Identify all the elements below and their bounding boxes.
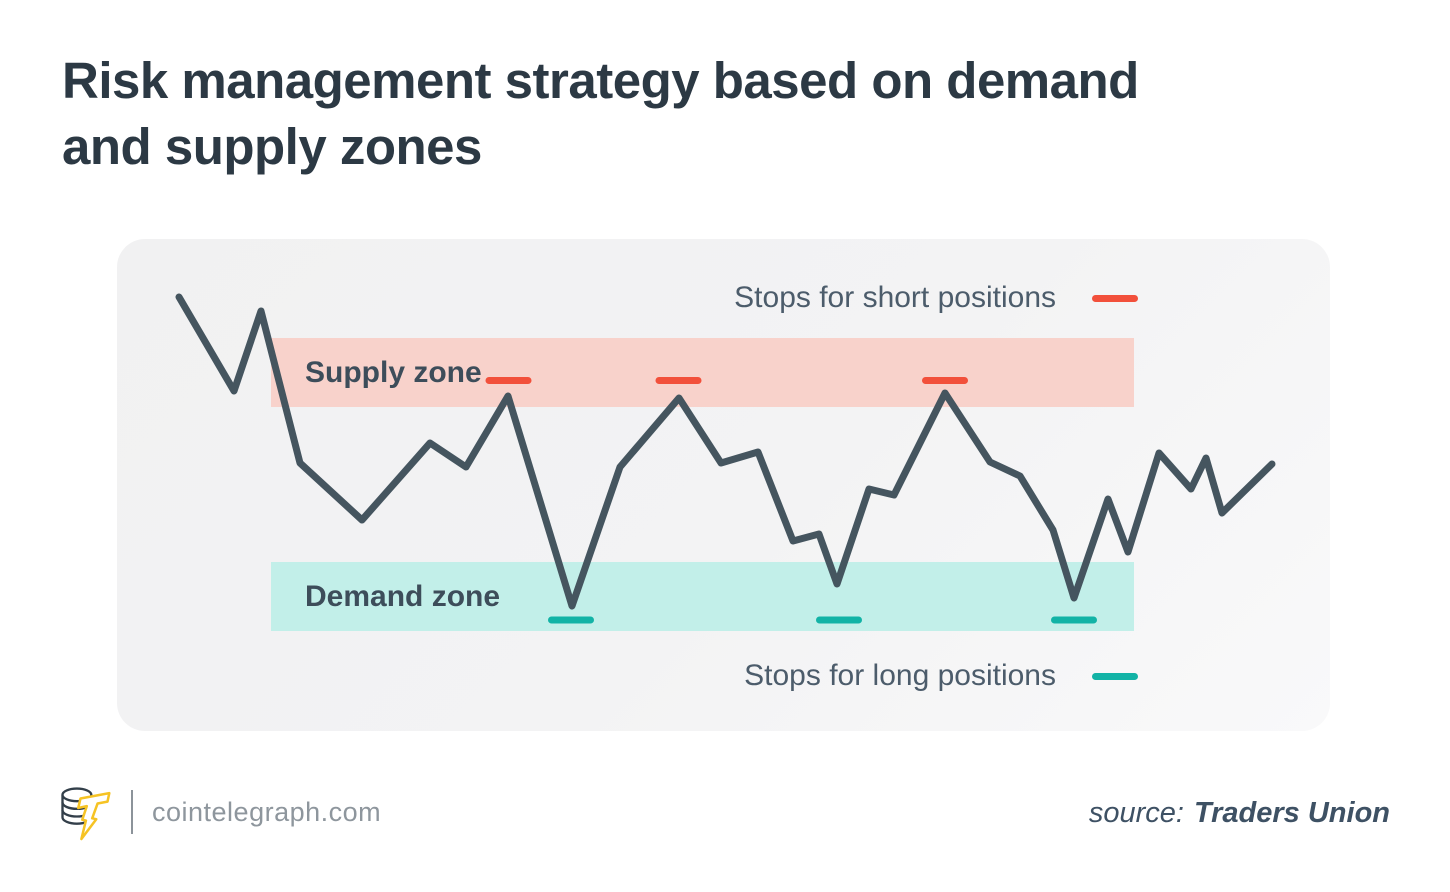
short-stop-dash	[485, 377, 532, 384]
price-chart-svg	[175, 293, 1276, 631]
supply-zone-band	[271, 338, 1134, 407]
page-title: Risk management strategy based on demand…	[62, 48, 1139, 180]
short-stop-dash	[922, 377, 968, 384]
long-stop-dash	[548, 616, 594, 624]
price-line	[175, 293, 1276, 610]
short-stop-dash-legend-icon	[1092, 294, 1138, 302]
legend-short-stops-label: Stops for short positions	[734, 281, 1056, 314]
supply-zone-label: Supply zone	[305, 356, 482, 389]
source-credit: source: Traders Union	[1089, 797, 1390, 830]
footer-branding: cointelegraph.com	[58, 782, 381, 842]
coin-stack-lightning-icon	[61, 787, 111, 841]
site-url: cointelegraph.com	[152, 796, 382, 827]
page-title-line2: and supply zones	[62, 118, 482, 175]
demand-zone-band	[271, 562, 1134, 631]
long-stop-dash-legend-icon	[1092, 672, 1138, 680]
long-stop-dash	[816, 616, 862, 624]
demand-zone-label: Demand zone	[305, 580, 501, 613]
legend-short-stops: Stops for short positions	[734, 281, 1138, 315]
short-stop-dash	[655, 377, 702, 384]
source-label: source:	[1088, 797, 1184, 829]
chart-panel: Stops for short positions Supply zone De…	[117, 239, 1330, 731]
long-stop-dash	[1051, 616, 1097, 624]
legend-long-stops-label: Stops for long positions	[744, 659, 1056, 692]
legend-long-stops: Stops for long positions	[744, 659, 1138, 693]
source-name: Traders Union	[1193, 797, 1390, 829]
lightning-t-icon	[76, 791, 111, 841]
footer-divider	[131, 790, 133, 834]
page-title-line1: Risk management strategy based on demand	[62, 52, 1139, 109]
